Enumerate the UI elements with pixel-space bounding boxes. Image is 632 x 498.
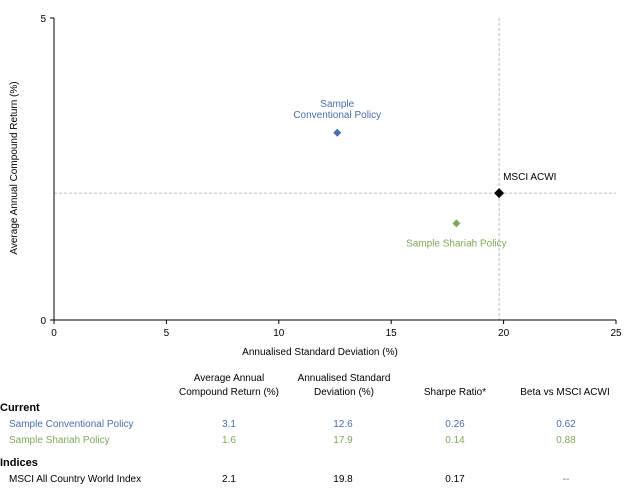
x-tick-label: 10 — [273, 328, 285, 339]
column-header-return: Average Annual Compound Return (%) — [170, 372, 288, 400]
column-header-beta: Beta vs MSCI ACWI — [510, 386, 620, 400]
cell-deviation: 12.6 — [333, 419, 353, 430]
section-title-current: Current — [0, 402, 40, 414]
data-point — [494, 188, 505, 199]
section-title-indices: Indices — [0, 457, 38, 469]
data-label: Conventional Policy — [293, 110, 381, 121]
x-tick-label: 25 — [610, 328, 622, 339]
data-label: Sample Shariah Policy — [406, 238, 507, 249]
column-header-sharpe: Sharpe Ratio* — [410, 386, 500, 400]
data-label: MSCI ACWI — [503, 172, 556, 183]
column-header-deviation: Annualised Standard Deviation (%) — [285, 372, 403, 400]
x-tick-label: 5 — [164, 328, 170, 339]
header-line: Compound Return (%) — [178, 387, 280, 398]
x-tick-label: 20 — [498, 328, 510, 339]
cell-beta: 0.62 — [556, 419, 576, 430]
x-axis-label: Annualised Standard Deviation (%) — [242, 347, 398, 358]
cell-beta: 0.88 — [556, 435, 576, 446]
reference-lines — [54, 18, 616, 320]
x-tick-label: 0 — [51, 328, 57, 339]
data-label: Sample — [320, 99, 354, 110]
row-label: Sample Shariah Policy — [9, 435, 110, 446]
y-tick-label: 0 — [40, 316, 46, 327]
row-label: MSCI All Country World Index — [9, 474, 142, 485]
header-line: Beta vs MSCI ACWI — [520, 387, 610, 398]
cell-return: 2.1 — [222, 474, 236, 485]
cell-beta: -- — [562, 474, 570, 485]
header-line: Average Annual — [193, 373, 265, 384]
cell-deviation: 19.8 — [333, 474, 353, 485]
tick-labels: 0 5 10 15 20 25 0 5 — [40, 14, 622, 339]
row-label: Sample Conventional Policy — [9, 419, 134, 430]
y-axis-label: Average Annual Compound Return (%) — [9, 81, 20, 254]
cell-return: 3.1 — [222, 419, 236, 430]
x-tick-label: 15 — [386, 328, 398, 339]
y-tick-label: 5 — [40, 14, 46, 25]
data-point — [452, 219, 461, 228]
header-line: Deviation (%) — [313, 387, 375, 398]
axes — [50, 17, 617, 324]
cell-sharpe: 0.26 — [445, 419, 465, 430]
data-point — [333, 128, 342, 137]
cell-sharpe: 0.17 — [445, 474, 465, 485]
cell-deviation: 17.9 — [333, 435, 353, 446]
header-line: Sharpe Ratio* — [423, 387, 487, 398]
header-line: Annualised Standard — [297, 373, 391, 384]
cell-sharpe: 0.14 — [445, 435, 465, 446]
cell-return: 1.6 — [222, 435, 236, 446]
